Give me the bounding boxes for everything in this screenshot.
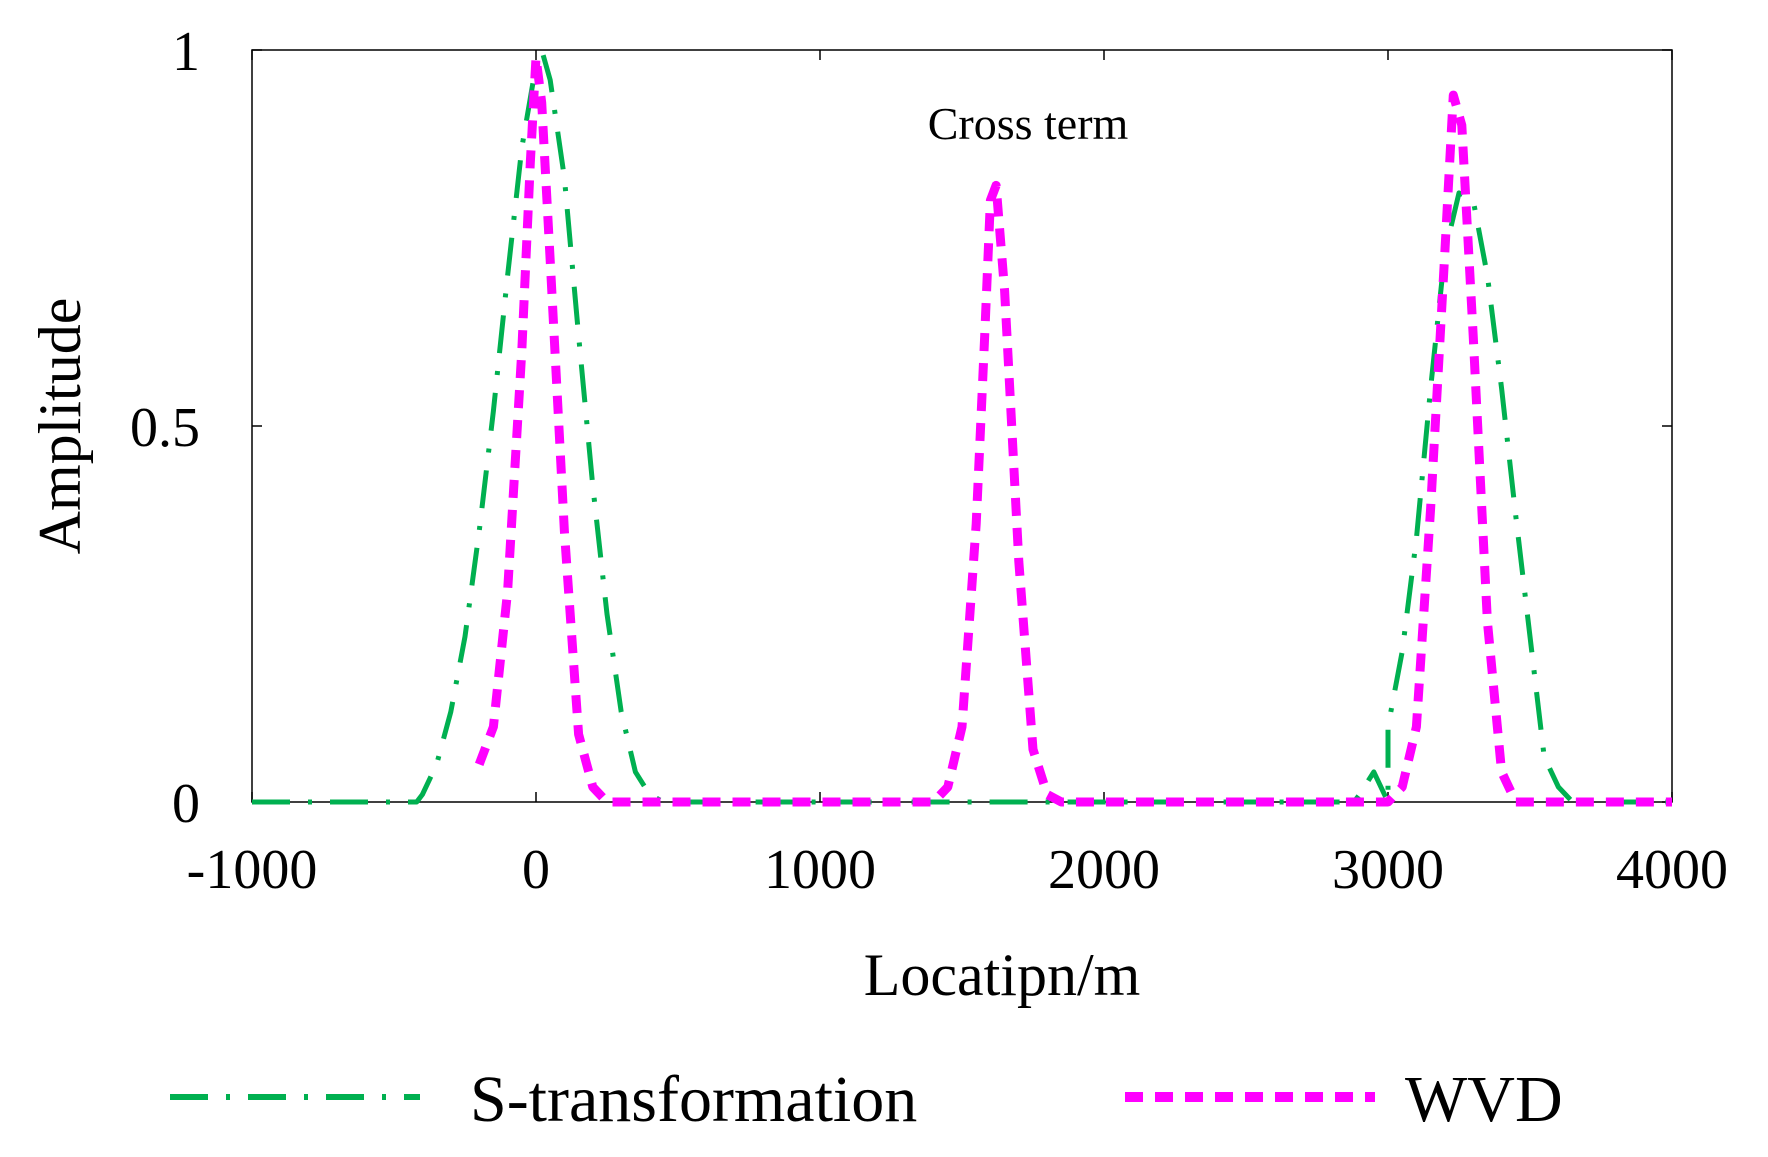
x-tick-label: 0: [522, 839, 550, 901]
y-tick-label: 0: [172, 773, 200, 835]
y-tick-label: 0.5: [130, 397, 200, 459]
cross-term-annotation: Cross term: [928, 98, 1129, 149]
y-axis-ticks: [252, 49, 1672, 803]
y-axis-tick-labels: 00.51: [130, 21, 200, 835]
x-axis-label: Locatipn/m: [864, 942, 1141, 1008]
legend: S-transformation WVD: [170, 1063, 1563, 1136]
x-axis-tick-labels: -1000 0 1000 2000 3000 4000: [187, 839, 1728, 901]
x-tick-label: 4000: [1616, 839, 1728, 901]
series-line-wvd: [474, 53, 1672, 807]
x-tick-label: -1000: [187, 839, 318, 901]
legend-label-s-transformation: S-transformation: [470, 1063, 917, 1136]
x-tick-label: 2000: [1048, 839, 1160, 901]
plot-frame: [251, 49, 1673, 803]
x-tick-label: 1000: [764, 839, 876, 901]
series-line-s-transformation: [252, 47, 1672, 805]
y-axis-label: Amplitude: [27, 298, 93, 555]
x-tick-label: 3000: [1332, 839, 1444, 901]
x-axis-ticks: [251, 50, 1673, 802]
legend-label-wvd: WVD: [1405, 1063, 1563, 1136]
series-layer: [252, 47, 1672, 807]
y-tick-label: 1: [172, 21, 200, 83]
plot-area: [251, 47, 1673, 807]
